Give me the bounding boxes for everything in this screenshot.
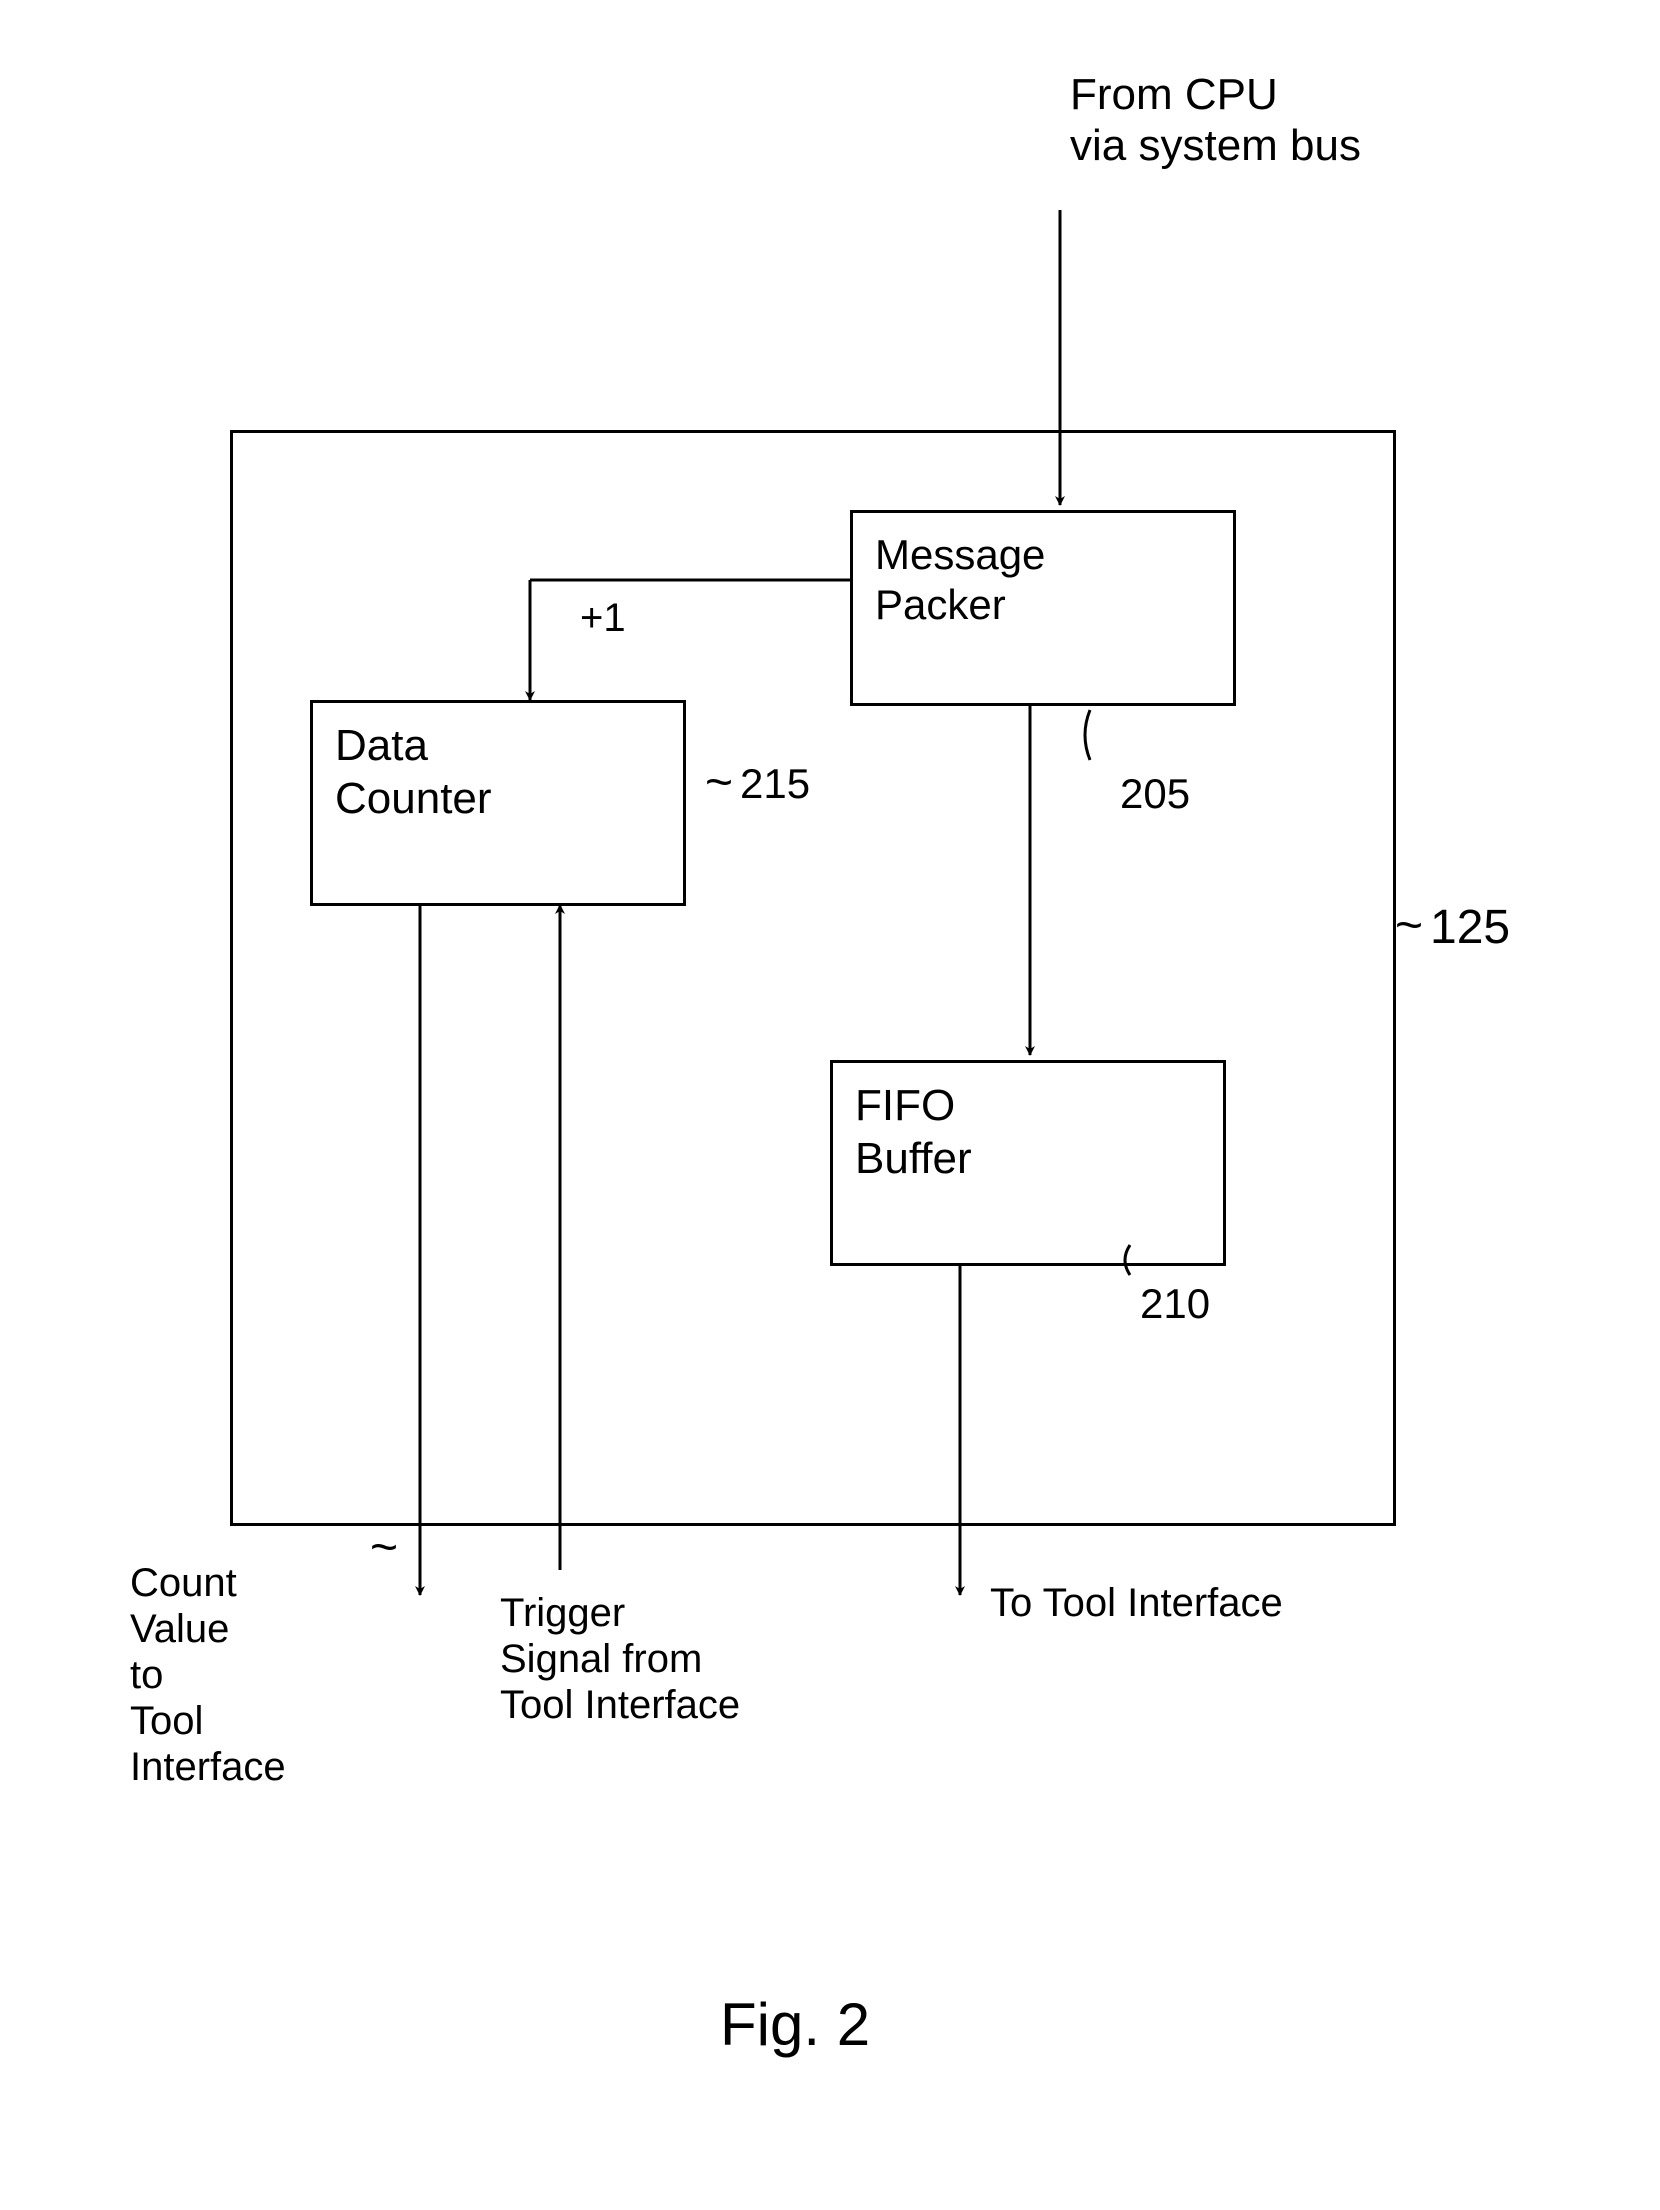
to-tool-interface-annotation: To Tool Interface [990, 1580, 1283, 1626]
data-counter-label: Data Counter [335, 720, 492, 826]
figure-title: Fig. 2 [720, 1990, 870, 2059]
message-packer-ref: 205 [1120, 770, 1190, 818]
from-cpu-annotation: From CPU via system bus [1070, 70, 1361, 171]
message-packer-label: Message Packer [875, 530, 1045, 631]
tilde-mark: ~ [705, 755, 733, 810]
data-counter-ref: 215 [740, 760, 810, 808]
tilde-mark: ~ [1395, 898, 1423, 953]
fifo-buffer-label: FIFO Buffer [855, 1080, 972, 1186]
fifo-buffer-ref: 210 [1140, 1280, 1210, 1328]
trigger-annotation: Trigger Signal from Tool Interface [500, 1590, 740, 1728]
diagram-canvas: ~ 125 Message Packer 205 Data Counter ~ … [0, 0, 1660, 2210]
tilde-mark: ~ [370, 1520, 398, 1575]
count-value-annotation: Count Value to Tool Interface [130, 1560, 286, 1790]
plus-one-annotation: +1 [580, 595, 626, 641]
container-ref-label: 125 [1430, 900, 1510, 955]
